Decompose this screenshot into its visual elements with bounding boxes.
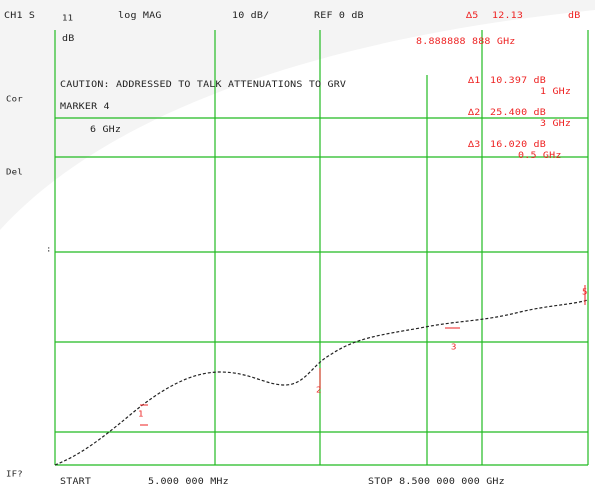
scale-label: 10 dB/ <box>232 11 270 21</box>
readout-2-value: 25.400 dB <box>490 108 546 118</box>
db-label: dB <box>62 34 75 44</box>
marker-delta-label: ∆5 <box>466 11 479 21</box>
start-value: 5.000 000 MHz <box>148 477 229 487</box>
channel-sub: 11 <box>62 14 74 23</box>
trace-marker-1: 1 <box>138 410 144 419</box>
readout-1-id: ∆1 <box>468 76 481 86</box>
stop-label: STOP 8.500 000 000 GHz <box>368 477 505 487</box>
marker-message: MARKER 4 <box>60 102 110 112</box>
caution-message: CAUTION: ADDRESSED TO TALK ATTENUATIONS … <box>60 80 347 90</box>
del-label: Del <box>6 168 23 177</box>
trace-line <box>54 299 589 466</box>
marker-delta-value: 12.13 <box>492 11 524 21</box>
if-label: IF? <box>6 470 23 479</box>
marker-message-freq: 6 GHz <box>90 125 122 135</box>
cor-label: Cor <box>6 95 23 104</box>
marker-delta-unit: dB <box>568 11 581 21</box>
readout-2-freq: 3 GHz <box>540 119 572 129</box>
marker-frequency: 8.888888 888 GHz <box>416 37 516 47</box>
trace-marker-2: 2 <box>316 386 322 395</box>
channel-label: CH1 S <box>4 11 36 21</box>
reference-label: REF 0 dB <box>314 11 364 21</box>
trace-marker-5: 5 <box>582 288 588 297</box>
trace-marker-3: 3 <box>451 343 457 352</box>
colon-label: : <box>46 245 52 254</box>
readout-3-id: ∆3 <box>468 140 481 150</box>
start-label: START <box>60 477 92 487</box>
readout-1-value: 10.397 dB <box>490 76 546 86</box>
readout-1-freq: 1 GHz <box>540 87 572 97</box>
readout-3-value: 16.020 dB <box>490 140 546 150</box>
format-label: log MAG <box>118 11 162 21</box>
readout-2-id: ∆2 <box>468 108 481 118</box>
readout-3-freq: 0.5 GHz <box>518 151 562 161</box>
